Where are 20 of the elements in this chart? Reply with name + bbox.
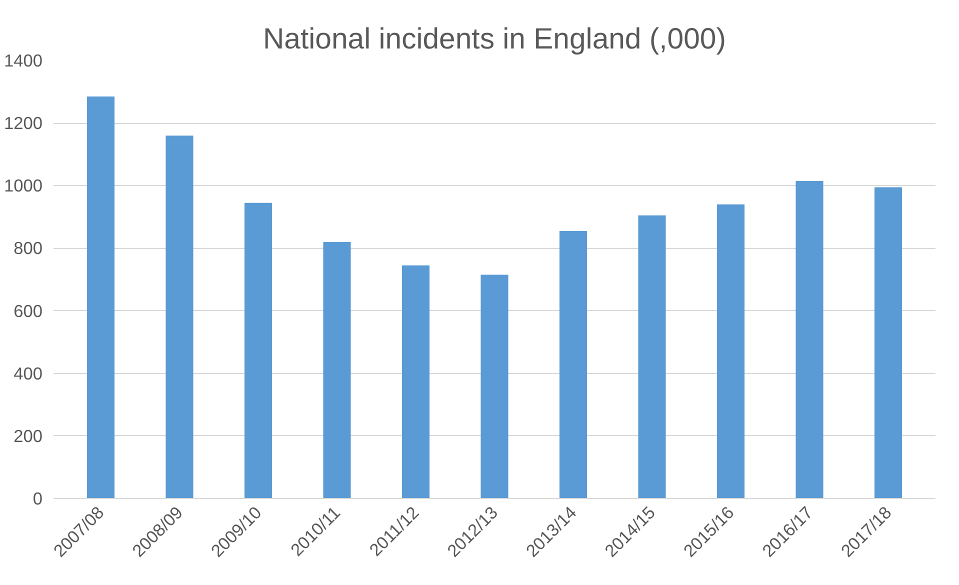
y-tick-label: 800 bbox=[14, 238, 43, 258]
chart-title: National incidents in England (,000) bbox=[262, 22, 726, 56]
y-tick-label: 1000 bbox=[4, 176, 43, 196]
bar bbox=[559, 231, 588, 498]
y-tick-label: 1200 bbox=[4, 113, 43, 134]
bar bbox=[323, 242, 351, 498]
bar bbox=[86, 96, 115, 498]
bar bbox=[480, 274, 508, 498]
y-tick-label: 600 bbox=[14, 300, 43, 321]
bar bbox=[166, 136, 194, 498]
bar bbox=[402, 265, 430, 498]
bar bbox=[874, 187, 902, 498]
y-tick-label: 200 bbox=[14, 426, 43, 446]
bar bbox=[796, 180, 824, 498]
y-tick-label: 0 bbox=[32, 488, 43, 508]
y-tick-label: 400 bbox=[14, 363, 43, 384]
bar bbox=[244, 202, 272, 498]
bar bbox=[638, 215, 666, 498]
y-tick-label: 1400 bbox=[4, 50, 43, 70]
bar bbox=[716, 204, 745, 498]
